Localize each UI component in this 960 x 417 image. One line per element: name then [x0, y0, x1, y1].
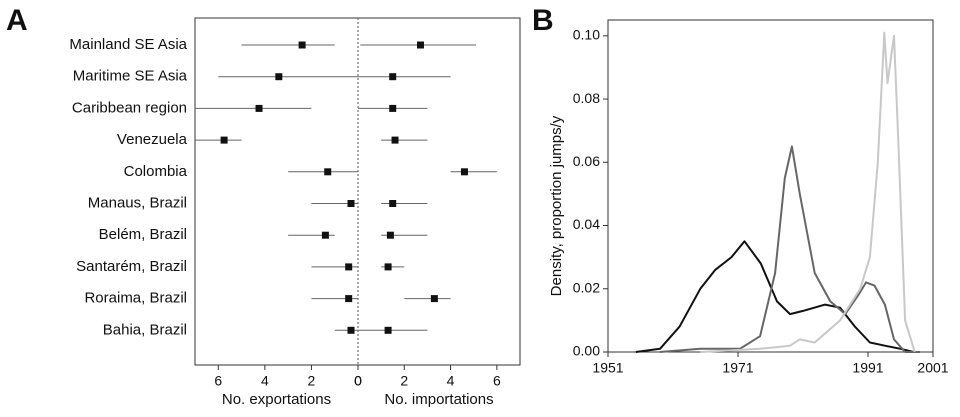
point-estimate [384, 326, 392, 334]
x-tick-label: 1951 [592, 360, 623, 376]
y-axis-label: Density, proportion jumps/y [548, 115, 565, 296]
category-label: Manaus, Brazil [88, 194, 187, 211]
point-estimate [384, 263, 392, 271]
point-estimate [347, 200, 355, 207]
x-tick-label: 2 [308, 373, 316, 389]
y-tick-label: 0.10 [573, 27, 600, 43]
y-tick-label: 0.00 [573, 343, 600, 359]
point-estimate [345, 295, 353, 303]
category-label: Belém, Brazil [99, 226, 187, 243]
x-axis-label: No. importations [384, 391, 493, 408]
point-estimate [345, 263, 353, 271]
category-label: Maritime SE Asia [73, 68, 188, 85]
point-estimate [391, 136, 399, 144]
category-label: Colombia [124, 163, 188, 180]
density-line [635, 240, 914, 353]
x-tick-label: 1971 [722, 360, 753, 376]
y-tick-label: 0.04 [573, 216, 600, 232]
x-tick-label: 2 [400, 373, 408, 389]
category-label: Mainland SE Asia [69, 36, 187, 53]
point-estimate [460, 168, 468, 176]
x-tick-label: 2001 [917, 360, 948, 376]
panel-label: A [6, 4, 28, 37]
plot-frame [607, 19, 934, 353]
x-tick-label: 1991 [852, 360, 883, 376]
x-tick-label: 4 [447, 373, 455, 389]
category-label: Roraima, Brazil [84, 290, 187, 307]
point-estimate [321, 231, 329, 239]
y-tick-label: 0.06 [573, 153, 600, 169]
x-tick-label: 0 [354, 373, 362, 389]
point-estimate [386, 231, 394, 239]
point-estimate [416, 41, 424, 49]
density-line [700, 31, 916, 353]
point-estimate [389, 200, 397, 207]
x-tick-label: 6 [214, 373, 222, 389]
category-label: Caribbean region [72, 99, 187, 116]
x-axis-label: No. exportations [222, 391, 331, 408]
point-estimate [298, 41, 306, 49]
x-tick-label: 4 [261, 373, 269, 389]
y-tick-label: 0.02 [573, 279, 600, 295]
point-estimate [324, 168, 332, 176]
point-estimate [275, 73, 283, 81]
point-estimate [220, 136, 228, 144]
x-tick-label: 6 [493, 373, 501, 389]
point-estimate [389, 73, 397, 81]
y-tick-label: 0.08 [573, 90, 600, 106]
point-estimate [389, 104, 397, 112]
category-label: Santarém, Brazil [76, 258, 187, 275]
point-estimate [255, 104, 263, 112]
density-line [659, 145, 920, 353]
x-tick-label: 0 [354, 373, 362, 389]
point-estimate [347, 326, 355, 334]
category-label: Venezuela [117, 131, 188, 148]
category-label: Bahia, Brazil [103, 321, 187, 338]
point-estimate [430, 295, 438, 303]
panel-label: B [532, 4, 554, 37]
